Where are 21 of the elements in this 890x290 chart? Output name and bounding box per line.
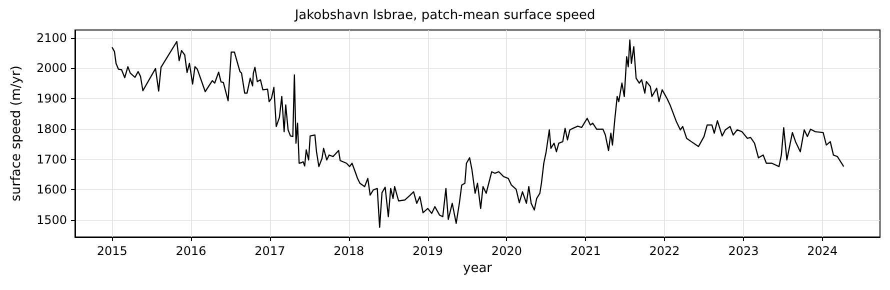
y-tick-label: 1600	[36, 182, 67, 197]
x-tick-label: 2022	[649, 244, 680, 258]
y-tick-label: 2000	[36, 61, 67, 76]
x-tick-label: 2024	[807, 244, 838, 258]
chart-title: Jakobshavn Isbrae, patch-mean surface speed	[294, 8, 596, 23]
x-tick-label: 2023	[728, 244, 759, 258]
x-tick-label: 2020	[491, 244, 522, 258]
line-series	[111, 39, 844, 228]
x-tick-label: 2021	[570, 244, 601, 258]
x-tick-label: 2015	[96, 244, 128, 258]
y-tick-label: 2100	[36, 30, 67, 45]
y-tick-label: 1500	[36, 213, 67, 228]
y-axis-title: surface speed (m/yr)	[9, 66, 24, 202]
y-tick-label: 1800	[36, 122, 67, 136]
y-tick-label: 1900	[36, 92, 67, 106]
x-tick-label: 2016	[176, 244, 206, 258]
y-tick-label: 1700	[36, 152, 67, 166]
x-tick-label: 2019	[412, 244, 444, 258]
x-tick-label: 2017	[254, 244, 286, 258]
x-tick-label: 2018	[334, 244, 364, 258]
x-axis-title: year	[462, 261, 493, 276]
